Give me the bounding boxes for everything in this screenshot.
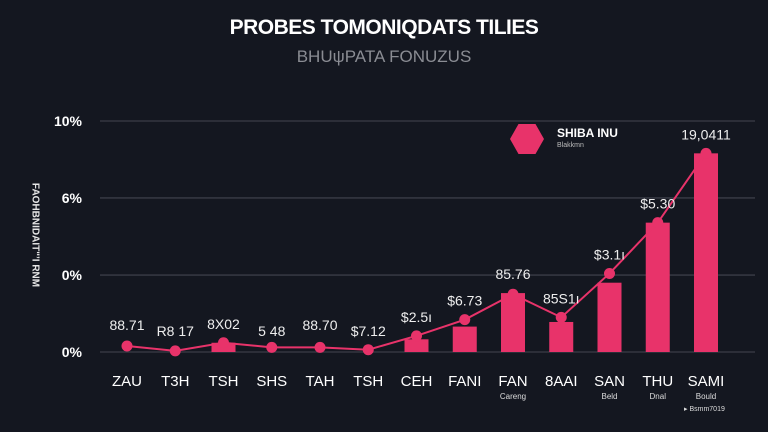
line-point xyxy=(459,314,471,326)
line-point xyxy=(266,341,278,353)
x-tick-sublabel: Bould xyxy=(696,392,716,401)
x-tick-label: ZAU xyxy=(112,373,142,390)
footnote: ▸ Bsmm7019 xyxy=(684,406,725,413)
data-label: R8 17 xyxy=(157,323,195,339)
data-label: $5.30 xyxy=(640,196,675,212)
y-tick-label: 0% xyxy=(62,267,83,283)
hexagon-legend-icon xyxy=(510,124,544,154)
line-point xyxy=(314,341,326,353)
x-tick-label: T3H xyxy=(161,373,189,390)
x-tick-label: FAN xyxy=(498,373,527,390)
data-label: $7.12 xyxy=(351,323,386,339)
data-label: 8X02 xyxy=(207,316,240,332)
y-tick-label: 6% xyxy=(62,190,83,206)
data-label: 19,0411 xyxy=(681,126,731,142)
data-label: 88.71 xyxy=(109,317,144,333)
data-label: $3.1ı xyxy=(594,246,625,262)
y-tick-label: 0% xyxy=(62,344,83,360)
x-tick-label: TSH xyxy=(209,373,239,390)
x-tick-label: TSH xyxy=(353,373,383,390)
data-label: $2.5ı xyxy=(401,309,432,325)
data-label: 85.76 xyxy=(495,266,530,282)
x-tick-label: SAN xyxy=(594,373,625,390)
bar xyxy=(597,282,622,352)
line-point xyxy=(121,340,133,352)
line-point xyxy=(700,147,712,159)
line-point xyxy=(218,337,229,349)
x-tick-label: FANI xyxy=(448,373,481,390)
x-tick-label: THU xyxy=(642,373,673,390)
x-tick-label: TAH xyxy=(306,373,335,390)
legend-sublabel: Blakkmn xyxy=(557,142,584,149)
bar xyxy=(404,339,429,352)
data-label: 85S1ı xyxy=(543,290,580,306)
bar xyxy=(645,222,670,352)
bar xyxy=(501,293,525,352)
line-point xyxy=(411,330,422,342)
x-tick-label: SAMI xyxy=(688,373,725,390)
data-label: $6.73 xyxy=(447,293,482,309)
x-tick-label: SHS xyxy=(256,373,287,390)
line-point xyxy=(604,267,615,279)
line-point xyxy=(169,345,181,357)
line-point xyxy=(555,311,567,323)
bar xyxy=(549,321,574,352)
line-point xyxy=(362,344,374,356)
line-point xyxy=(507,288,519,300)
x-tick-label: 8AAI xyxy=(545,373,578,390)
bar xyxy=(452,326,477,352)
data-label: 5 48 xyxy=(258,323,285,339)
x-tick-sublabel: Careng xyxy=(500,392,526,401)
line-point xyxy=(652,217,664,229)
chart-title: PROBES TOMONIQDATS TILIES xyxy=(229,16,539,39)
x-tick-sublabel: Beld xyxy=(601,392,617,401)
bar xyxy=(694,153,718,352)
chart-subtitle: BHUψPATA FONUZUS xyxy=(296,47,472,66)
data-label: 88.70 xyxy=(302,317,337,333)
x-tick-label: CEH xyxy=(401,373,433,390)
x-tick-sublabel: Dnal xyxy=(650,392,667,401)
y-tick-label: 10% xyxy=(54,113,83,129)
legend-label: SHIBA INU xyxy=(557,126,618,140)
